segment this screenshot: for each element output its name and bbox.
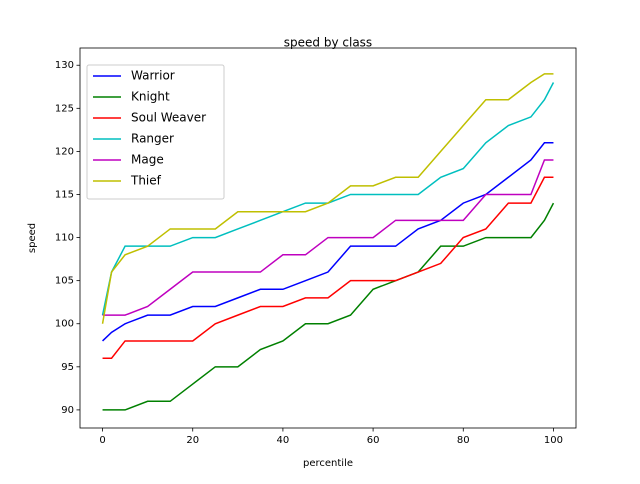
line <box>101 73 554 324</box>
plot-frame <box>79 47 577 429</box>
chart-title: speed by class <box>284 36 372 50</box>
x-tick-label: 100 <box>544 435 563 446</box>
y-axis-label: speed <box>27 223 38 253</box>
legend-label: Warrior <box>131 69 175 83</box>
line <box>102 159 554 316</box>
legend-label: Mage <box>131 153 164 167</box>
line <box>102 202 555 411</box>
legend-label: Knight <box>131 90 170 104</box>
legend: Warrior Knight Soul Weaver Ranger Mage Thief <box>86 64 225 200</box>
x-axis-label: percentile <box>303 458 353 469</box>
legend-label: Ranger <box>131 132 174 146</box>
line <box>102 176 554 359</box>
y-tick-label: 120 <box>55 146 74 157</box>
x-tick-label: 80 <box>457 435 470 446</box>
legend-label: Soul Weaver <box>131 111 206 125</box>
legend-box <box>86 64 225 200</box>
line <box>102 142 554 342</box>
y-tick-label: 100 <box>55 319 74 330</box>
y-tick-label: 90 <box>61 405 74 416</box>
y-tick-label: 125 <box>55 103 74 114</box>
y-tick-label: 115 <box>55 189 74 200</box>
x-tick-label: 40 <box>277 435 290 446</box>
y-tick-label: 105 <box>55 276 74 287</box>
y-tick-label: 130 <box>55 60 74 71</box>
y-tick-label: 95 <box>61 362 74 373</box>
x-tick-label: 60 <box>367 435 380 446</box>
y-tick-label: 110 <box>55 233 74 244</box>
legend-label: Thief <box>130 174 162 188</box>
x-tick-label: 20 <box>186 435 199 446</box>
x-tick-label: 0 <box>99 435 105 446</box>
